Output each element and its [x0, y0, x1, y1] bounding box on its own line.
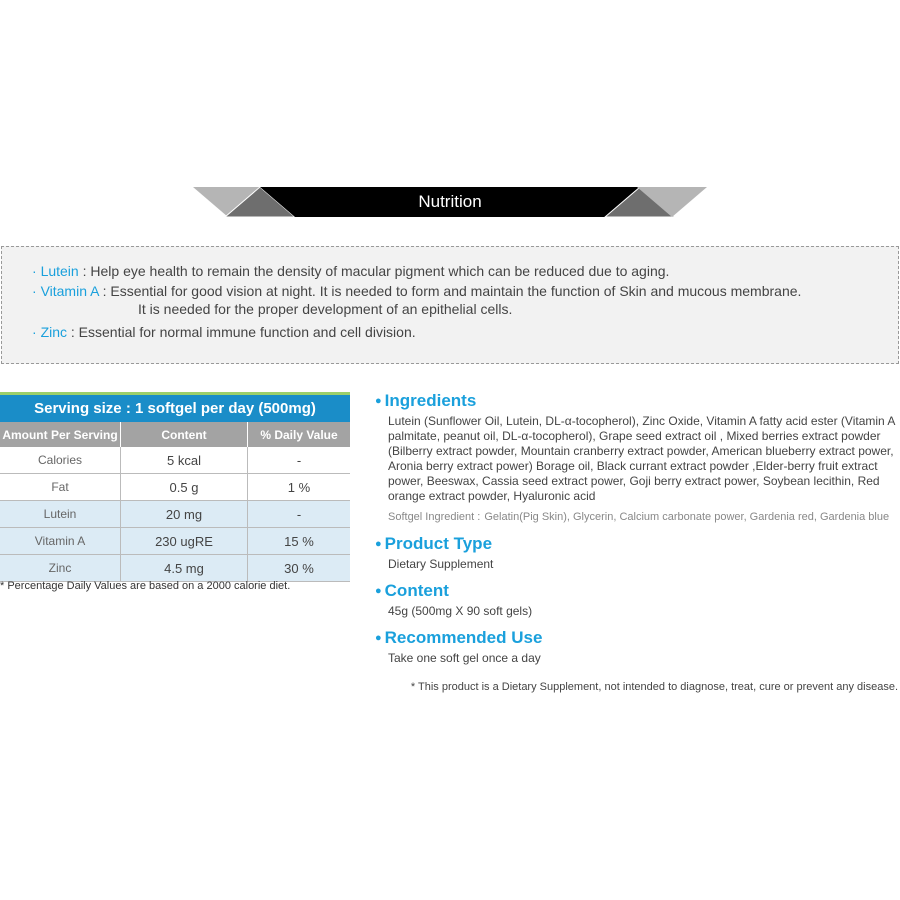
bullet-icon: ● [375, 585, 382, 597]
benefit-text: It is needed for the proper development … [138, 301, 513, 317]
ingredients-section: ● Ingredients Lutein (Sunflower Oil, Lute… [330, 390, 898, 525]
disclaimer: * This product is a Dietary Supplement, … [410, 681, 898, 693]
content-heading: ● Content [375, 580, 898, 602]
table-header-row: Amount Per Serving Content % Daily Value [0, 422, 350, 447]
benefit-key: Lutein [40, 263, 79, 279]
ingredients-heading: ● Ingredients [375, 390, 898, 412]
content-section: ● Content 45g (500mg X 90 soft gels) [330, 580, 898, 619]
benefit-vitamin-a: · Vitamin A : Essential for good vision … [32, 283, 802, 299]
section-title: Nutrition [418, 192, 482, 211]
daily-value: 30 % [247, 554, 350, 582]
daily-value: - [247, 500, 350, 528]
recommended-use-section: ● Recommended Use Take one soft gel once … [330, 627, 898, 666]
nutrient-name: Calories [0, 447, 121, 474]
serving-size-title: Serving size : 1 softgel per day (500mg) [0, 395, 350, 422]
nutrient-content: 5 kcal [120, 447, 248, 474]
benefit-text: : Essential for good vision at night. It… [98, 283, 802, 299]
bullet-icon: ● [375, 395, 382, 407]
bullet-icon: ● [375, 632, 382, 644]
softgel-ingredient: Softgel Ingredient : Gelatin(Pig Skin), G… [388, 510, 898, 525]
nutrient-content: 230 ugRE [120, 527, 248, 555]
daily-value: - [247, 447, 350, 474]
nutrient-name: Fat [0, 473, 121, 501]
nutrient-content: 0.5 g [120, 473, 248, 501]
product-type-heading: ● Product Type [375, 533, 898, 555]
benefit-text: : Essential for normal immune function a… [67, 324, 416, 340]
nutrient-content: 20 mg [120, 500, 248, 528]
table-row: Zinc 4.5 mg 30 % [0, 554, 350, 582]
column-header: Amount Per Serving [0, 422, 121, 447]
nutrient-name: Zinc [0, 554, 121, 582]
benefit-text: : Help eye health to remain the density … [78, 263, 670, 279]
table-row: Vitamin A 230 ugRE 15 % [0, 527, 350, 555]
benefit-key: Zinc [40, 324, 68, 340]
benefit-lutein: · Lutein : Help eye health to remain the… [32, 263, 670, 279]
product-type-section: ● Product Type Dietary Supplement [330, 533, 898, 572]
nutrient-benefits-box: · Lutein : Help eye health to remain the… [1, 246, 899, 364]
heading-text: Content [384, 581, 449, 600]
softgel-text: Gelatin(Pig Skin), Glycerin, Calcium car… [484, 511, 890, 523]
softgel-label: Softgel Ingredient : [388, 511, 481, 523]
nutrition-table: Serving size : 1 softgel per day (500mg)… [0, 392, 350, 582]
ingredients-text: Lutein (Sunflower Oil, Lutein, DL-α-toco… [388, 414, 895, 503]
recommended-use-heading: ● Recommended Use [375, 627, 898, 649]
heading-text: Product Type [384, 534, 493, 553]
benefit-zinc: · Zinc : Essential for normal immune fun… [32, 324, 416, 340]
product-details: ● Ingredients Lutein (Sunflower Oil, Lute… [330, 390, 898, 694]
heading-text: Ingredients [384, 391, 477, 410]
product-type-text: Dietary Supplement [388, 557, 494, 571]
table-footnote: * Percentage Daily Values are based on a… [0, 580, 291, 592]
table-row: Lutein 20 mg - [0, 500, 350, 528]
nutrient-name: Lutein [0, 500, 121, 528]
daily-value: 15 % [247, 527, 350, 555]
heading-text: Recommended Use [384, 628, 543, 647]
column-header: % Daily Value [247, 422, 350, 447]
section-banner [193, 186, 707, 218]
benefit-key: Vitamin A [40, 283, 99, 299]
nutrient-name: Vitamin A [0, 527, 121, 555]
content-text: 45g (500mg X 90 soft gels) [388, 604, 533, 618]
column-header: Content [120, 422, 248, 447]
nutrient-content: 4.5 mg [120, 554, 248, 582]
recommended-use-text: Take one soft gel once a day [388, 651, 541, 665]
bullet-icon: ● [375, 538, 382, 550]
daily-value: 1 % [247, 473, 350, 501]
table-row: Calories 5 kcal - [0, 447, 350, 474]
